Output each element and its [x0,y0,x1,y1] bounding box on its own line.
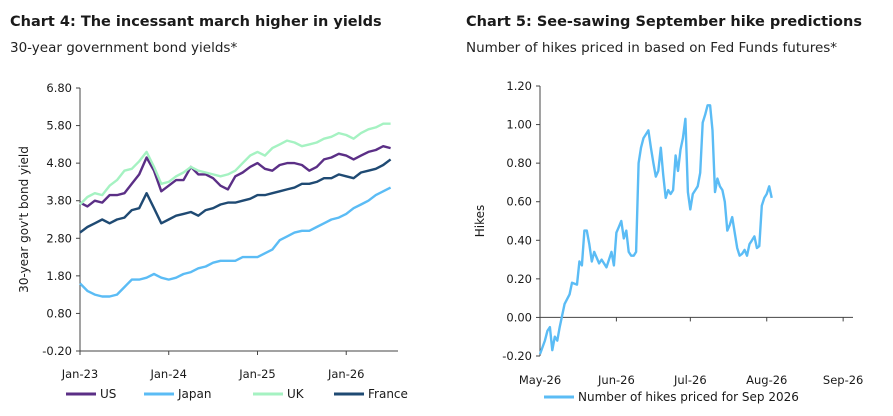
chart-5-title: Chart 5: See-sawing September hike predi… [466,14,862,30]
x-tick-label: Jan-26 [327,367,365,381]
y-tick-label: 0.20 [506,272,532,286]
x-tick-label: Jul-26 [673,373,707,387]
legend-label: Japan [177,387,211,401]
y-tick-label: 1.00 [506,118,532,132]
chart-4-subtitle: 30-year government bond yields* [10,40,238,56]
series-line-france [79,158,392,234]
legend-label: US [100,387,116,401]
y-tick-label: -0.20 [42,344,72,358]
x-tick-label: May-26 [519,373,561,387]
series-line-japan [79,186,392,298]
y-tick-label: 1.80 [46,269,72,283]
chart-4-title: Chart 4: The incessant march higher in y… [10,14,382,30]
y-tick-label: 4.80 [46,156,72,170]
chart-5-panel: Chart 5: See-sawing September hike predi… [450,0,893,416]
y-tick-label: 3.80 [46,194,72,208]
x-tick-label: Jan-24 [149,367,187,381]
legend-label: France [368,387,408,401]
y-tick-label: 0.00 [506,310,532,324]
x-tick-label: Jan-25 [238,367,276,381]
chart-4-plot: 6.80 5.80 4.80 3.80 2.80 1.80 0.80 -0.20 Jan-23 J… [17,81,408,401]
chart-5-subtitle: Number of hikes priced in based on Fed F… [466,40,838,56]
legend-label: UK [287,387,305,401]
chart-5-plot: 1.20 1.00 0.80 0.60 0.40 0.20 0.00 -0.20 May-26 J… [473,79,863,404]
y-tick-label: -0.20 [502,349,532,363]
y-tick-label: 0.80 [506,156,532,170]
legend-label: Number of hikes priced for Sep 2026 [578,390,799,404]
y-tick-label: 5.80 [46,119,72,133]
x-tick-label: Jun-26 [597,373,635,387]
y-tick-label: 2.80 [46,231,72,245]
y-tick-label: 6.80 [46,81,72,95]
series-line-us [79,145,391,208]
y-tick-label: 0.40 [506,233,532,247]
chart-4-panel: Chart 4: The incessant march higher in y… [0,0,440,416]
y-tick-label: 1.20 [506,79,532,93]
series-line-number-of-hikes-priced-for-sep-2026 [538,104,773,355]
y-tick-label: 0.80 [46,306,72,320]
x-tick-label: Jan-23 [61,367,99,381]
x-tick-label: Aug-26 [746,373,787,387]
series-line-uk [79,122,391,206]
y-tick-label: 0.60 [506,195,532,209]
y-axis-title: 30-year gov't bond yield [17,146,31,293]
y-axis-title: Hikes [473,205,487,238]
x-tick-label: Sep-26 [823,373,863,387]
